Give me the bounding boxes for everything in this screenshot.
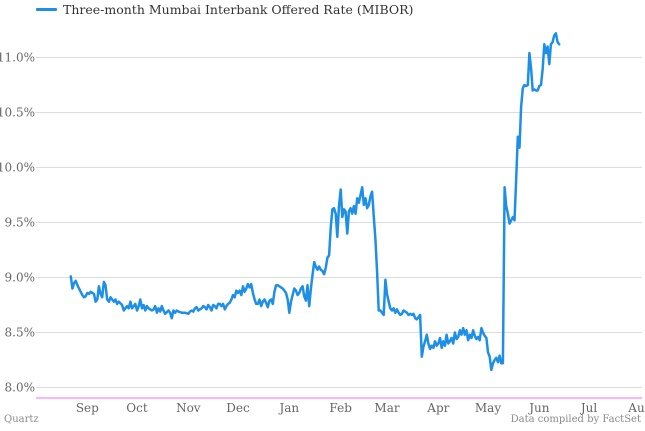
x-tick-label: Oct [126, 401, 148, 415]
x-tick-label: Jun [527, 401, 550, 415]
y-tick-label: 10.0% [0, 161, 35, 175]
y-axis-tick-labels: 8.0% 8.5% 9.0% 9.5% 10.0% 10.5% 11.0% [0, 51, 35, 395]
x-tick-label: May [475, 401, 501, 415]
x-tick-label: Nov [176, 401, 201, 415]
x-tick-label: Aug [627, 401, 645, 415]
source-credit: Quartz [4, 414, 39, 425]
x-tick-label: Jul [579, 401, 598, 415]
y-tick-label: 9.5% [5, 216, 36, 230]
legend-label: Three-month Mumbai Interbank Offered Rat… [63, 2, 414, 17]
y-gridlines [36, 57, 642, 399]
x-tick-label: Feb [329, 401, 352, 415]
y-tick-label: 8.0% [5, 381, 36, 395]
y-tick-label: 11.0% [0, 51, 35, 65]
legend: Three-month Mumbai Interbank Offered Rat… [36, 2, 413, 17]
data-attribution: Data compiled by FactSet [510, 414, 641, 425]
series-group [69, 32, 561, 372]
x-tick-label: Dec [226, 401, 250, 415]
x-tick-label: Mar [374, 401, 399, 415]
series-line-mibor [69, 32, 561, 372]
y-tick-label: 10.5% [0, 106, 35, 120]
legend-swatch [36, 8, 57, 11]
x-tick-label: Apr [426, 401, 449, 415]
y-tick-label: 9.0% [5, 271, 36, 285]
x-tick-label: Sep [76, 401, 99, 415]
y-tick-label: 8.5% [5, 326, 36, 340]
x-tick-label: Jan [277, 401, 299, 415]
x-axis-tick-labels: Sep Oct Nov Dec Jan Feb Mar Apr May Jun Jul Aug [76, 401, 645, 415]
